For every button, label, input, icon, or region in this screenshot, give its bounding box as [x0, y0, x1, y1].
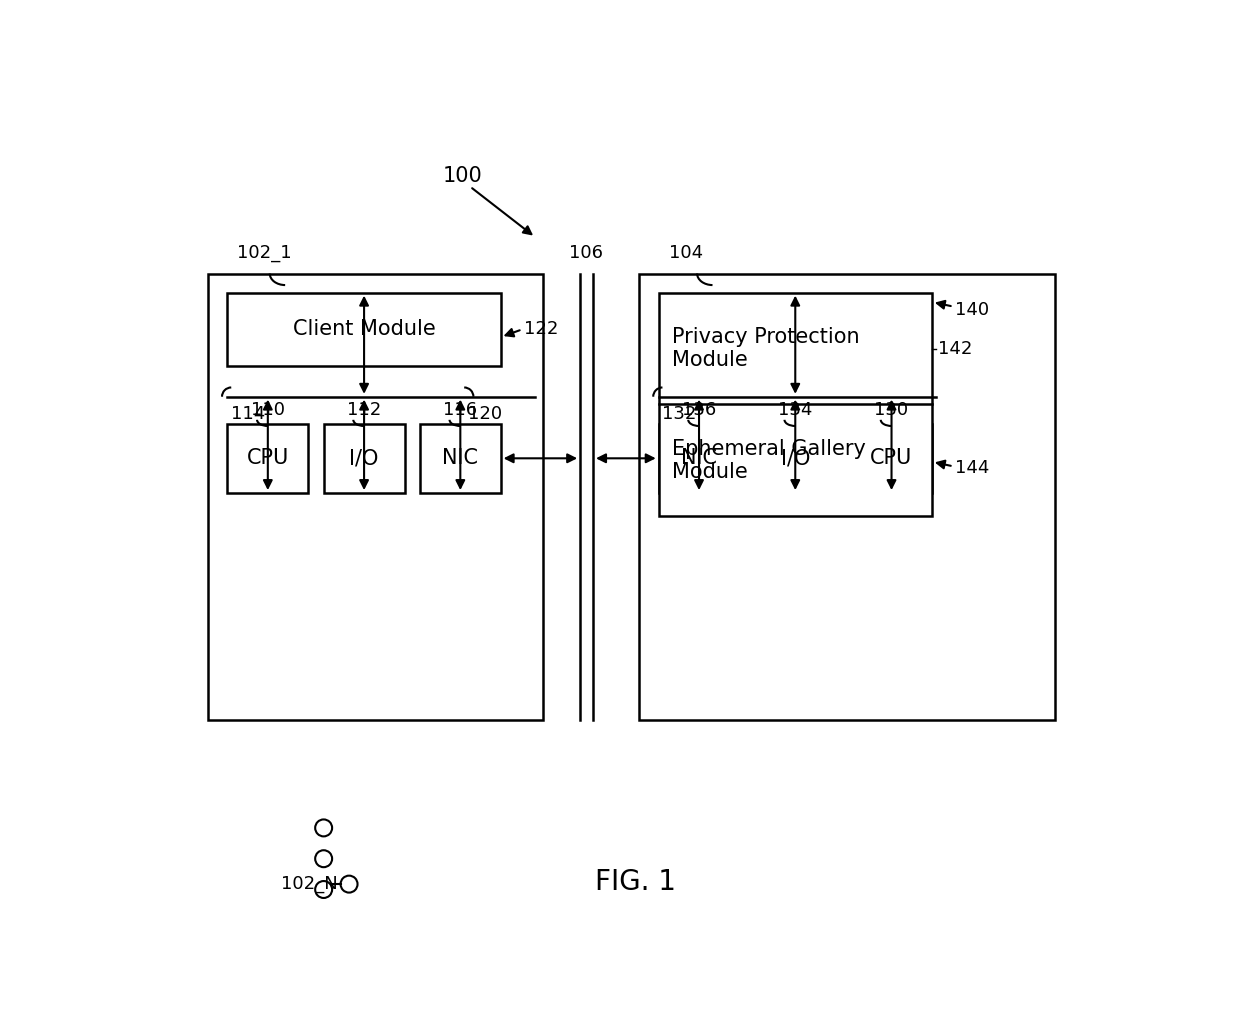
Bar — [208, 273, 543, 720]
Text: NIC: NIC — [443, 448, 479, 469]
Text: 104: 104 — [668, 244, 703, 262]
Bar — [755, 424, 836, 493]
Bar — [658, 424, 739, 493]
Text: 110: 110 — [250, 401, 285, 418]
Bar — [420, 424, 501, 493]
Text: 106: 106 — [569, 244, 603, 262]
Text: 100: 100 — [443, 166, 482, 186]
Text: 114: 114 — [231, 405, 265, 423]
Text: 136: 136 — [682, 401, 717, 418]
Text: 122: 122 — [523, 321, 558, 338]
Text: 134: 134 — [777, 401, 812, 418]
Text: FIG. 1: FIG. 1 — [595, 868, 676, 895]
Text: 130: 130 — [874, 401, 909, 418]
Bar — [851, 424, 932, 493]
Text: CPU: CPU — [247, 448, 289, 469]
Text: Client Module: Client Module — [293, 320, 435, 339]
Text: 140: 140 — [955, 301, 990, 319]
Text: 142: 142 — [939, 339, 972, 358]
Text: Ephemeral Gallery
Module: Ephemeral Gallery Module — [672, 439, 867, 482]
Bar — [227, 293, 501, 366]
Bar — [640, 273, 1055, 720]
Text: 102_1: 102_1 — [237, 244, 293, 262]
Text: 120: 120 — [467, 405, 502, 423]
Bar — [227, 424, 309, 493]
Text: 132: 132 — [662, 405, 697, 423]
Bar — [658, 293, 932, 516]
Text: I/O: I/O — [781, 448, 810, 469]
Text: 112: 112 — [347, 401, 381, 418]
Text: 144: 144 — [955, 458, 990, 477]
Text: 102_N: 102_N — [281, 875, 339, 893]
Text: 116: 116 — [443, 401, 477, 418]
Text: CPU: CPU — [870, 448, 913, 469]
Bar — [324, 424, 404, 493]
Text: NIC: NIC — [681, 448, 717, 469]
Text: I/O: I/O — [350, 448, 378, 469]
Text: Privacy Protection
Module: Privacy Protection Module — [672, 327, 861, 370]
